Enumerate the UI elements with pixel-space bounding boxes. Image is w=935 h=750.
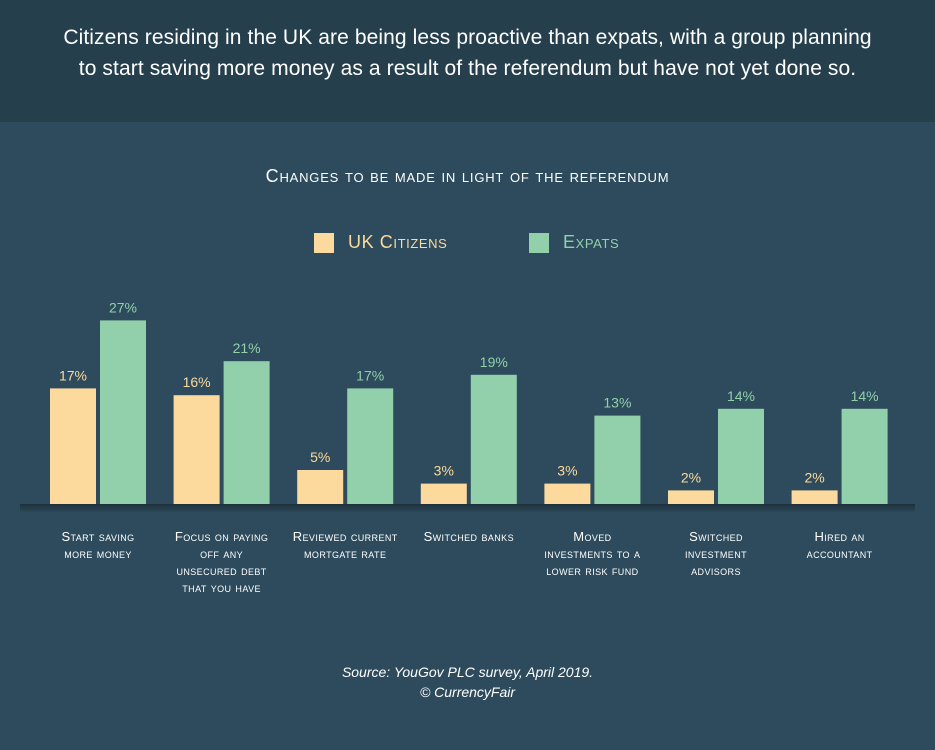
data-label-uk-citizens-4: 3% xyxy=(434,463,454,479)
headline: Citizens residing in the UK are being le… xyxy=(63,26,872,80)
chart-baseline-shadow xyxy=(20,504,915,513)
chart-title: Changes to be made in light of the refer… xyxy=(265,166,670,186)
bar-expats-3 xyxy=(347,388,394,504)
bar-expats-2 xyxy=(223,361,270,504)
bar-expats-6 xyxy=(718,408,764,504)
data-label-uk-citizens-5: 3% xyxy=(557,463,577,479)
source-text: Source: YouGov PLC survey, April 2019. xyxy=(341,664,594,680)
data-label-uk-citizens-1: 17% xyxy=(59,367,87,383)
source-note: Source: YouGov PLC survey, April 2019. ©… xyxy=(0,662,935,702)
bar-expats-5 xyxy=(594,415,641,504)
data-label-expats-4: 19% xyxy=(480,354,508,370)
bar-uk-citizens-7 xyxy=(791,490,838,504)
bar-uk-citizens-2 xyxy=(173,395,220,504)
bar-expats-1 xyxy=(100,320,146,504)
data-label-expats-7: 14% xyxy=(851,388,879,404)
category-label-5: Moved investments to a lower risk fund xyxy=(544,529,640,578)
data-label-uk-citizens-7: 2% xyxy=(804,469,824,485)
data-label-uk-citizens-3: 5% xyxy=(310,449,330,465)
legend-item-expats: Expats xyxy=(529,232,619,253)
category-label-3: Reviewed current mortgate rate xyxy=(293,529,398,561)
legend-label-uk-citizens: UK Citizens xyxy=(348,232,448,252)
bar-uk-citizens-1 xyxy=(50,388,96,504)
chart-legend: UK Citizens Expats xyxy=(0,232,935,254)
legend-item-uk-citizens: UK Citizens xyxy=(314,232,447,253)
data-label-uk-citizens-2: 16% xyxy=(183,374,211,390)
bar-uk-citizens-4 xyxy=(420,483,467,504)
bar-uk-citizens-3 xyxy=(297,470,344,504)
data-label-expats-6: 14% xyxy=(727,388,755,404)
data-label-uk-citizens-6: 2% xyxy=(681,469,701,485)
bar-uk-citizens-6 xyxy=(668,490,714,504)
bar-expats-4 xyxy=(470,374,517,504)
category-label-1: Start saving more money xyxy=(61,529,134,561)
bar-expats-7 xyxy=(841,408,888,504)
bar-uk-citizens-5 xyxy=(544,483,591,504)
legend-swatch-expats xyxy=(529,232,549,253)
copyright-text: © CurrencyFair xyxy=(419,684,516,700)
category-label-7: Hired an accountant xyxy=(807,529,873,561)
data-label-expats-3: 17% xyxy=(356,367,384,383)
category-label-4: Switched banks xyxy=(424,529,514,544)
category-label-2: Focus on paying off any unsecured debt that… xyxy=(175,529,268,595)
legend-swatch-uk-citizens xyxy=(314,232,334,253)
category-label-6: Switched investment advisors xyxy=(685,529,747,578)
data-label-expats-5: 13% xyxy=(603,395,631,411)
data-label-expats-1: 27% xyxy=(109,299,137,315)
header-banner: Citizens residing in the UK are being le… xyxy=(0,0,935,122)
data-label-expats-2: 21% xyxy=(233,340,261,356)
legend-label-expats: Expats xyxy=(563,232,620,252)
